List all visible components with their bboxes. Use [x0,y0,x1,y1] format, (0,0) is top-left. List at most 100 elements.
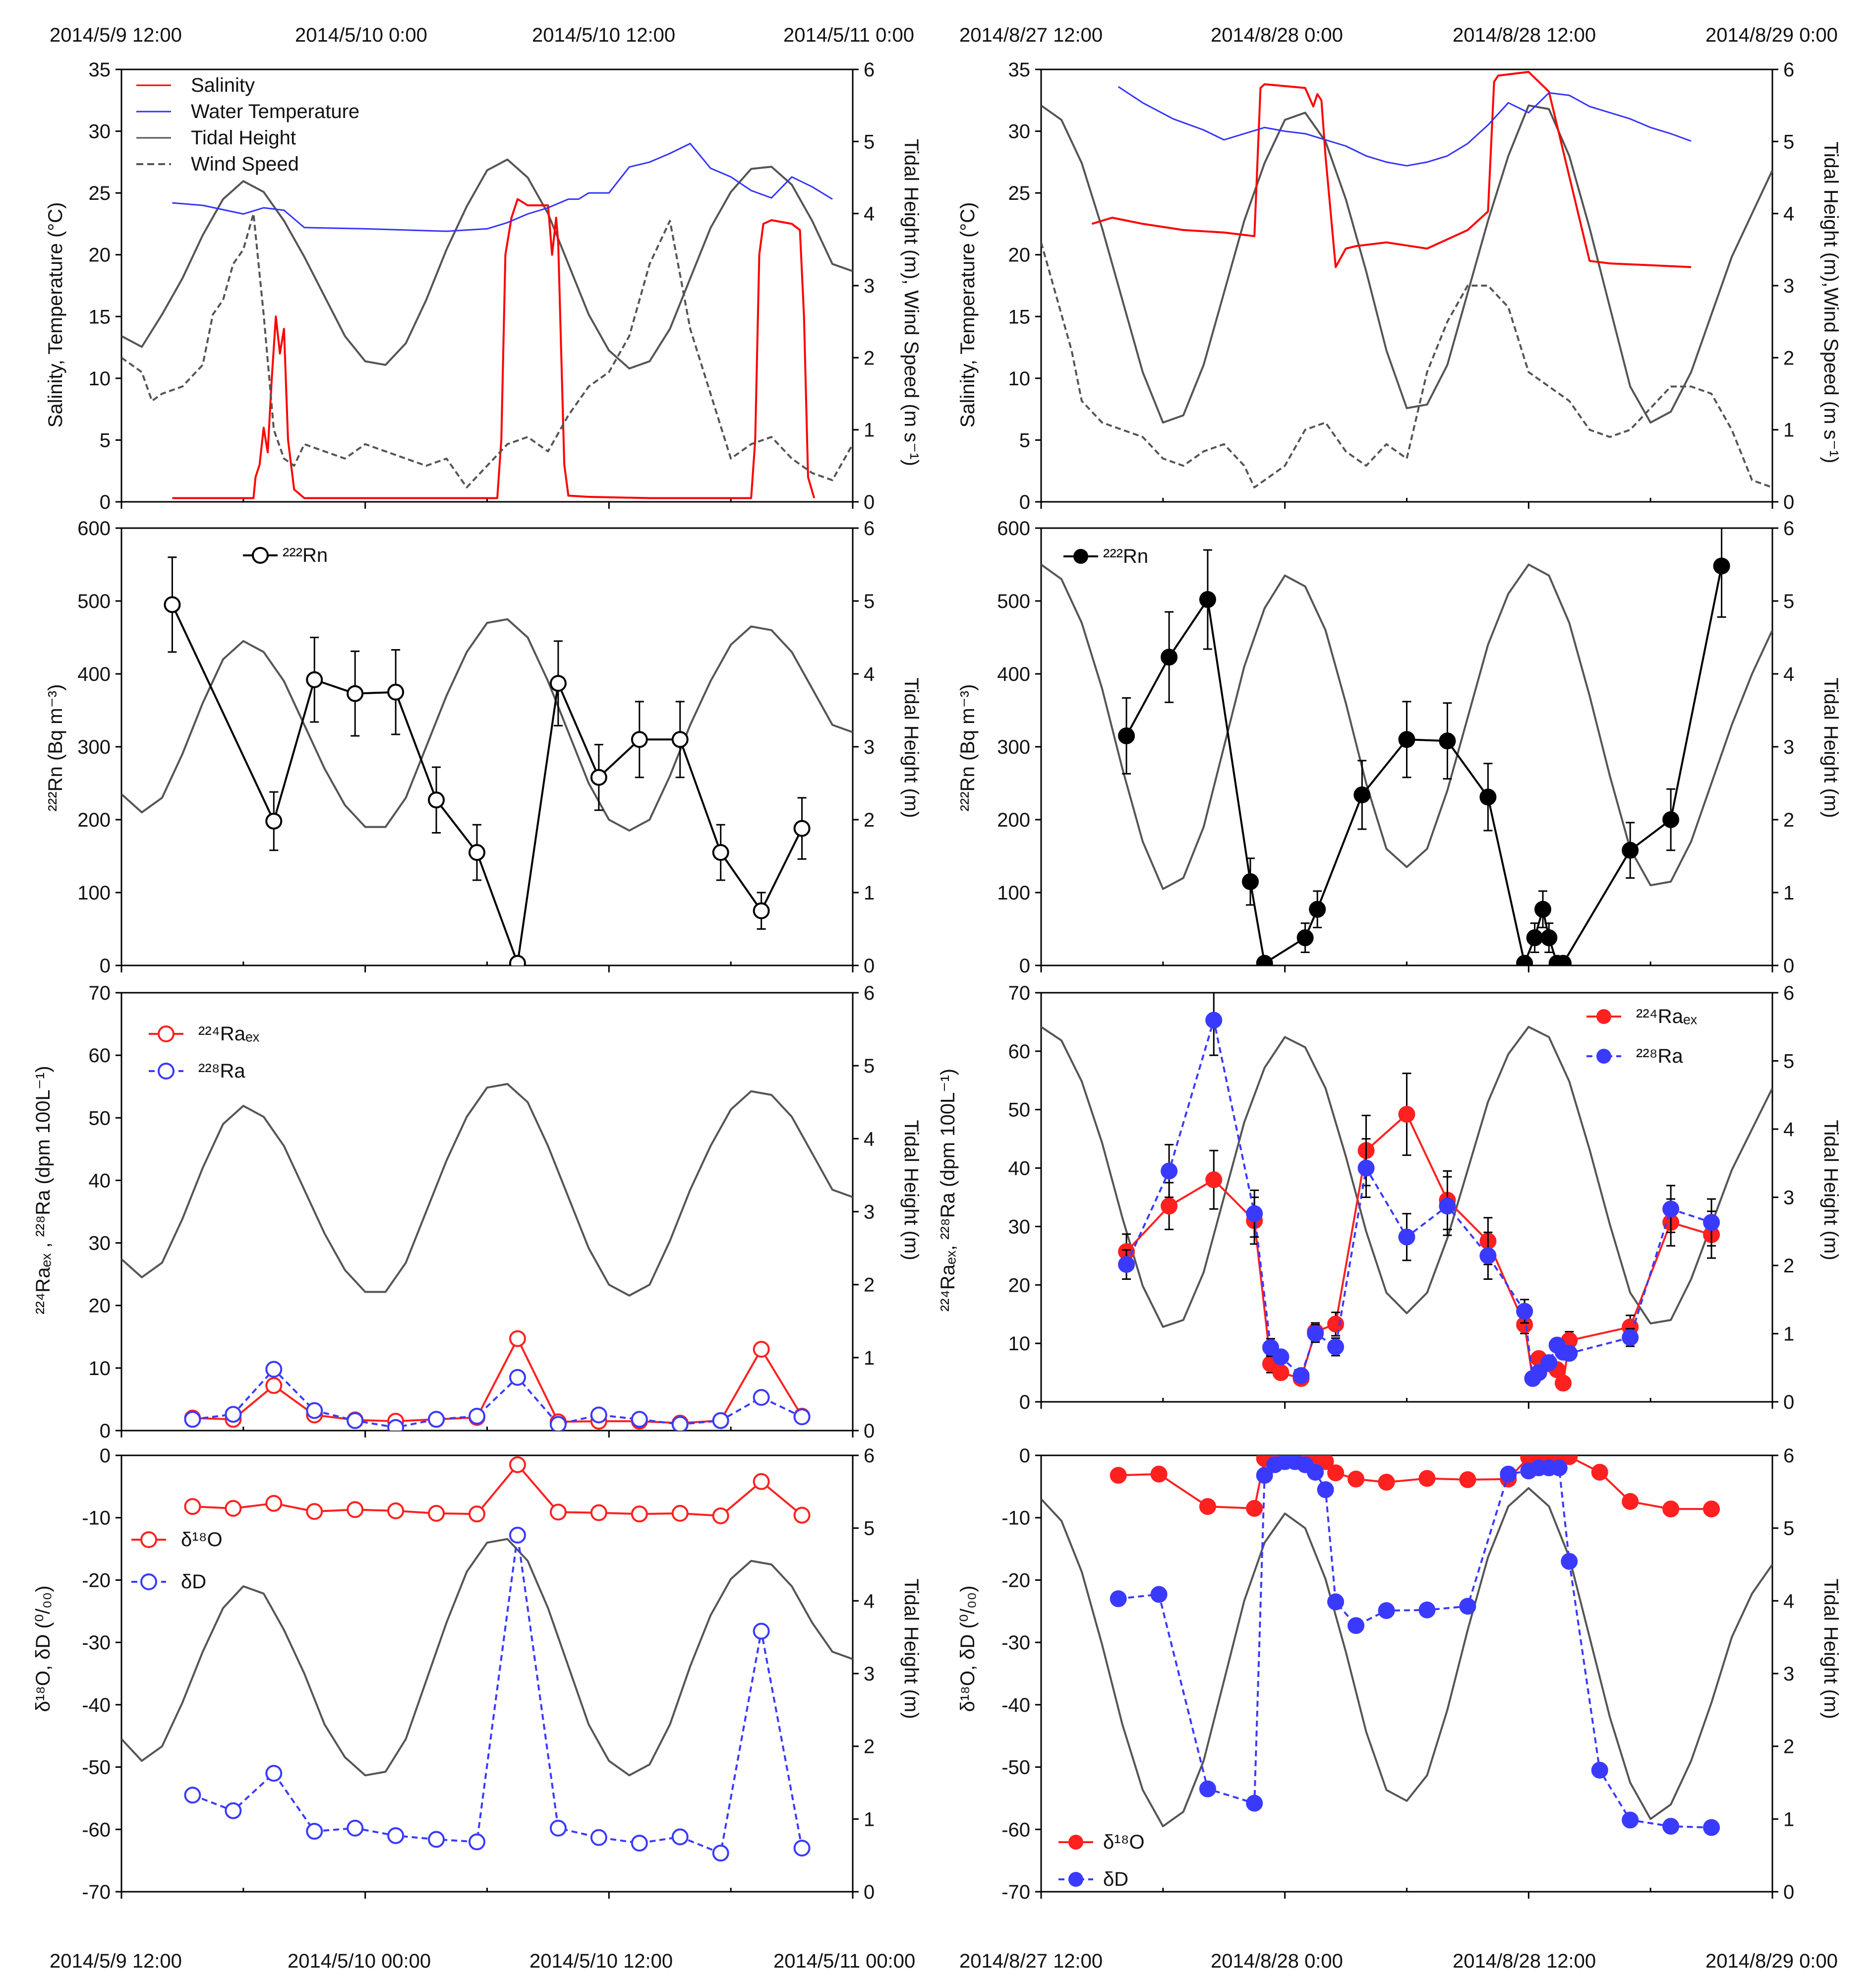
y-tick-label-left: 300 [77,736,111,758]
y-tick-label-left: 10 [1008,1333,1031,1355]
axis-title-left: ²²²Rn (Bq m⁻³) [957,684,979,812]
legend-label-d18o: δ¹⁸O [181,1529,223,1551]
data-point-ra228 [712,1845,729,1862]
data-point-ra224 [1199,1498,1216,1515]
data-point-ra228 [1292,1367,1310,1384]
legend-marker-d18o [1068,1835,1083,1850]
y-tick-label-right: 2 [1783,809,1794,831]
bottom-time-label: 2014/5/11 00:00 [773,1950,915,1972]
data-point-ra228 [671,1416,689,1431]
data-point-ra224 [1418,1470,1436,1487]
legend-marker-ra224 [1596,1009,1611,1024]
y-tick-label-right: 3 [864,1663,875,1685]
top-time-label: 2014/5/9 12:00 [50,24,182,46]
y-tick-label-right: 1 [1783,1323,1794,1345]
y-tick-label-right: 0 [1783,955,1794,977]
bottom-time-label: 2014/8/29 0:00 [1705,1950,1838,1972]
data-point-ra228 [1317,1481,1334,1499]
y-tick-label-right: 4 [864,663,875,685]
data-point-ra228 [1246,1795,1263,1812]
y-tick-label-right: 5 [864,1518,875,1540]
series-line-tide [121,618,853,832]
y-tick-label-right: 1 [1783,882,1794,904]
y-tick-label-right: 6 [864,518,875,540]
series-line-ra228 [192,1534,803,1855]
y-tick-label-left: 20 [1008,1274,1031,1296]
y-tick-label-left: 5 [100,429,111,451]
top-time-label: 2014/5/10 12:00 [532,24,675,46]
series-line-tide [121,158,853,370]
data-point-ra228 [306,1823,323,1840]
legend-label-wind: Wind Speed [191,153,299,175]
y-tick-label-left: -60 [1001,1819,1030,1841]
data-point-rn [509,955,526,965]
data-point-ra224 [1246,1500,1263,1517]
y-tick-label-left: 0 [1019,1391,1030,1413]
y-tick-label-left: 30 [1008,121,1031,143]
data-point-ra224 [509,1330,526,1347]
y-tick-label-left: -40 [82,1694,111,1716]
y-tick-label-right: 4 [1783,663,1794,685]
y-tick-label-left: 500 [77,591,111,612]
data-point-ra224 [1398,1106,1415,1123]
y-tick-label-right: 4 [1783,1590,1794,1612]
legend-label-ra224: ²²⁴Raₑₓ [198,1023,260,1045]
data-point-ra224 [793,1506,811,1524]
data-point-ra224 [387,1502,405,1519]
data-point-ra224 [1150,1465,1168,1483]
legend-label-temperature: Water Temperature [191,101,359,122]
y-tick-label-left: 20 [1008,244,1031,266]
y-tick-label-right: 5 [864,1055,875,1077]
data-point-ra228 [265,1361,283,1378]
data-point-ra228 [590,1829,607,1846]
bottom-time-labels-aug: 2014/8/27 12:00 2014/8/28 0:00 2014/8/28… [959,1950,1838,1972]
plot-area [1041,71,1772,488]
y-tick-label-right: 0 [864,1420,875,1442]
data-point-rn [671,731,689,748]
data-point-rn [428,791,445,809]
y-tick-label-left: 40 [1008,1158,1031,1180]
data-point-ra224 [225,1500,242,1517]
data-point-ra224 [753,1473,770,1490]
y-tick-label-left: -20 [1001,1569,1030,1591]
data-point-ra224 [469,1505,486,1523]
y-tick-label-right: 2 [864,809,875,831]
legend-marker-dd [1068,1872,1083,1887]
data-point-ra224 [1622,1493,1639,1510]
y-tick-label-left: -70 [82,1881,111,1903]
panel-aug_iso: -70 -60 -50 -40 -30 -20 -10 0 0 1 2 3 4 5 6 [1001,1445,1794,1903]
series-line-tide [1041,563,1772,890]
axis-title-left: ²²⁴Raₑₓ, ²²⁸Ra (dpm 100L⁻¹) [937,1069,959,1312]
data-point-rn [1439,732,1456,750]
y-tick-label-right: 3 [1783,275,1794,297]
y-tick-label-right: 6 [1783,982,1794,1004]
y-tick-label-right: 0 [1783,491,1794,513]
axis-title-right: Tidal Height (m) [900,677,922,818]
data-point-ra224 [1110,1467,1127,1484]
data-point-rn [1662,811,1680,828]
y-tick-label-right: 0 [1783,1881,1794,1903]
data-point-ra228 [1561,1345,1578,1362]
y-tick-label-right: 3 [1783,1187,1794,1209]
data-point-ra228 [1622,1811,1639,1829]
panel-may_iso: -70 -60 -50 -40 -30 -20 -10 0 0 1 2 3 4 5 6 [82,1445,875,1903]
y-tick-label-right: 5 [1783,131,1794,153]
bottom-time-label: 2014/8/28 12:00 [1453,1950,1596,1972]
data-point-rn [1534,900,1552,918]
legend-iso-aug: δ¹⁸O δD [1058,1831,1145,1890]
bottom-time-label: 2014/5/10 00:00 [288,1950,431,1972]
data-point-ra228 [1378,1602,1395,1620]
data-point-ra228 [1591,1761,1608,1779]
data-point-ra228 [387,1827,405,1844]
y-tick-label-right: 0 [1783,1391,1794,1413]
data-point-ra228 [1348,1617,1365,1634]
data-point-rn [1526,929,1543,947]
data-point-ra228 [225,1406,242,1423]
legend-label-ra228: ²²⁸Ra [198,1060,245,1082]
data-point-ra224 [1161,1198,1178,1215]
data-point-rn [1242,873,1259,890]
y-tick-label-right: 5 [864,591,875,612]
y-tick-label-right: 6 [1783,1445,1794,1467]
y-tick-label-left: 70 [89,982,111,1004]
